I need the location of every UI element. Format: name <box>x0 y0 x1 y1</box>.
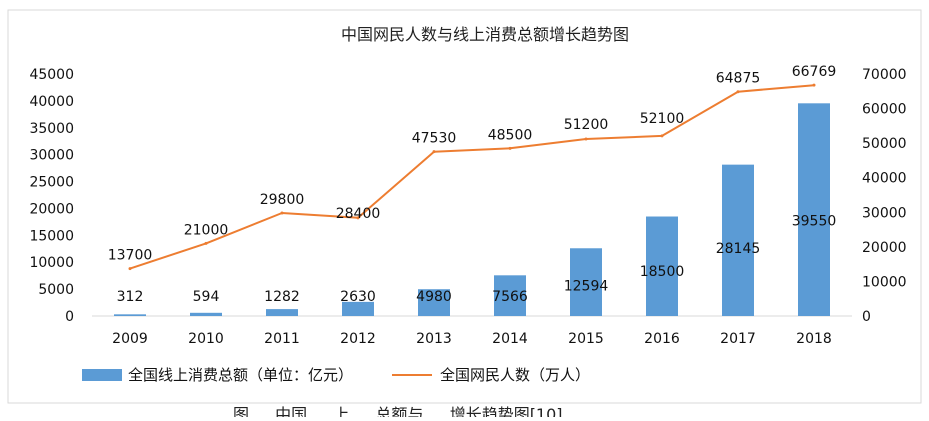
x-tick-label: 2015 <box>568 331 604 347</box>
line-data-label: 48500 <box>488 127 533 143</box>
x-tick-label: 2014 <box>492 331 528 347</box>
bar <box>722 164 754 316</box>
right-y-axis: 0 10000 20000 30000 40000 50000 60000 70000 <box>862 67 907 325</box>
bar-data-label: 594 <box>193 289 220 305</box>
line-data-label: 28400 <box>336 206 381 222</box>
bar <box>190 312 222 316</box>
line-point <box>356 216 360 220</box>
bar <box>266 309 298 316</box>
line-data-label: 66769 <box>792 64 837 80</box>
bar <box>798 103 830 316</box>
bar-data-label: 12594 <box>564 279 609 295</box>
line-point <box>736 90 740 94</box>
line-data-label: 13700 <box>108 248 153 264</box>
bar <box>418 289 450 316</box>
x-tick-label: 2010 <box>188 331 224 347</box>
legend: 全国线上消费总额（单位：亿元） 全国网民人数（万人） <box>82 366 590 384</box>
x-tick-label: 2013 <box>416 331 452 347</box>
x-tick-label: 2018 <box>796 331 832 347</box>
x-axis-ticks: 2009 2010 2011 2012 2013 2014 2015 2016 2017 2018 <box>112 331 832 347</box>
right-y-tick-label: 40000 <box>862 171 907 187</box>
bar <box>114 314 146 316</box>
figure-caption: 图 … 中国 … 上 … 总额与 … 增长趋势图[10] <box>233 405 563 417</box>
chart-frame <box>7 9 922 404</box>
left-y-tick-label: 0 <box>65 309 74 325</box>
left-y-tick-label: 35000 <box>29 121 74 137</box>
left-y-tick-label: 5000 <box>38 282 74 298</box>
bar <box>646 216 678 316</box>
line-point <box>128 267 132 271</box>
right-y-tick-label: 10000 <box>862 274 907 290</box>
x-tick-label: 2016 <box>644 331 680 347</box>
left-y-tick-label: 10000 <box>29 255 74 271</box>
line-series <box>128 83 816 271</box>
bar-data-label: 4980 <box>416 289 452 305</box>
bar-data-label: 39550 <box>792 213 837 229</box>
line-series-path <box>129 84 815 270</box>
bar-data-label: 2630 <box>340 289 376 305</box>
line-data-label: 52100 <box>640 111 685 127</box>
left-y-tick-label: 30000 <box>29 148 74 164</box>
bar-data-label: 18500 <box>640 264 685 280</box>
left-y-tick-label: 25000 <box>29 175 74 191</box>
left-y-axis: 0 5000 10000 15000 20000 25000 30000 35000 40000… <box>29 67 74 325</box>
bar <box>570 248 602 316</box>
line-point <box>280 211 284 215</box>
line-data-label: 51200 <box>564 117 609 133</box>
right-y-tick-label: 20000 <box>862 240 907 256</box>
bar-data-label: 312 <box>117 289 144 305</box>
line-point <box>584 137 588 141</box>
line-data-label: 47530 <box>412 131 457 147</box>
line-point <box>812 83 816 87</box>
x-tick-label: 2009 <box>112 331 148 347</box>
left-y-tick-label: 40000 <box>29 94 74 110</box>
bar <box>342 301 374 316</box>
line-point <box>204 241 208 245</box>
left-y-tick-label: 15000 <box>29 228 74 244</box>
x-tick-label: 2012 <box>340 331 376 347</box>
legend-line-label: 全国网民人数（万人） <box>440 366 590 384</box>
right-y-tick-label: 0 <box>862 309 871 325</box>
line-data-label: 29800 <box>260 192 305 208</box>
bar <box>494 275 526 316</box>
line-data-labels: 13700 21000 29800 28400 47530 48500 51200 52100… <box>108 64 837 263</box>
line-data-label: 64875 <box>716 71 761 87</box>
right-y-tick-label: 70000 <box>862 67 907 83</box>
line-point <box>660 134 664 138</box>
bar-data-label: 28145 <box>716 241 761 257</box>
x-tick-label: 2011 <box>264 331 300 347</box>
right-y-tick-label: 60000 <box>862 102 907 118</box>
bar-data-labels: 312 594 1282 2630 4980 7566 12594 18500 28145 395… <box>117 213 837 305</box>
bar-series <box>114 103 830 316</box>
left-y-tick-label: 20000 <box>29 201 74 217</box>
bar-data-label: 7566 <box>492 289 528 305</box>
right-y-tick-label: 30000 <box>862 205 907 221</box>
bar-data-label: 1282 <box>264 289 300 305</box>
x-tick-label: 2017 <box>720 331 756 347</box>
right-y-tick-label: 50000 <box>862 136 907 152</box>
line-point <box>432 150 436 154</box>
line-point <box>508 146 512 150</box>
chart-title: 中国网民人数与线上消费总额增长趋势图 <box>341 25 629 44</box>
legend-bar-swatch <box>82 369 122 381</box>
legend-bar-label: 全国线上消费总额（单位：亿元） <box>128 366 353 384</box>
line-data-label: 21000 <box>184 222 229 238</box>
left-y-tick-label: 45000 <box>29 67 74 83</box>
